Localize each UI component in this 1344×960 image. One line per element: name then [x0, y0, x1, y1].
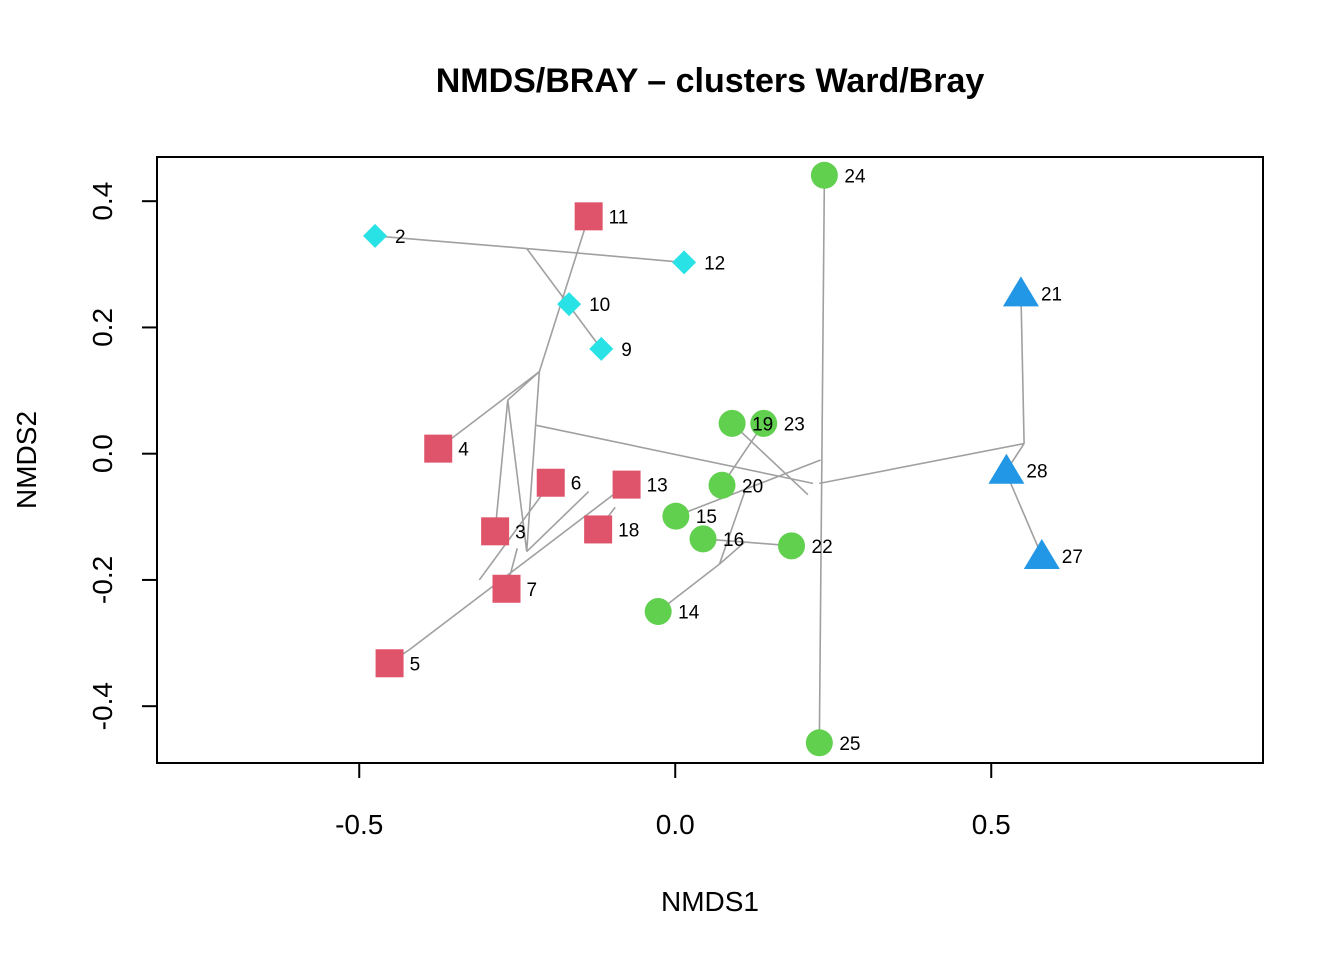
y-tick-label: 0.2	[87, 308, 118, 347]
y-tick-label: -0.2	[87, 556, 118, 604]
point-label-3: 3	[515, 522, 526, 543]
point-label-22: 22	[812, 537, 833, 558]
data-point-23	[750, 409, 778, 437]
data-point-21	[1002, 276, 1039, 307]
point-label-25: 25	[839, 734, 860, 755]
y-tick-label: 0.0	[87, 434, 118, 473]
dendrogram-segment	[675, 459, 821, 517]
data-point-24	[810, 161, 838, 189]
data-point-5	[375, 649, 404, 678]
y-tick-label: 0.4	[87, 182, 118, 221]
dendrogram-segment	[1020, 293, 1025, 444]
data-point-28	[988, 453, 1025, 484]
point-label-10: 10	[589, 295, 610, 316]
data-point-9	[589, 336, 614, 361]
data-point-22	[778, 532, 806, 560]
chart-title: NMDS/BRAY – clusters Ward/Bray	[436, 62, 985, 100]
dendrogram-segment	[507, 371, 540, 401]
data-point-18	[584, 515, 613, 544]
data-points	[363, 161, 1060, 757]
point-label-27: 27	[1062, 547, 1083, 568]
data-point-27	[1023, 538, 1060, 569]
dendrogram-segment	[538, 216, 590, 372]
dendrogram-segment	[374, 235, 527, 250]
dendrogram-segment	[494, 399, 509, 532]
x-axis: -0.5 0.0 0.5	[335, 762, 1011, 840]
dendrogram-segment	[506, 399, 528, 552]
dendrogram-segment	[819, 442, 1025, 485]
dendrogram-segment	[731, 422, 809, 496]
point-label-13: 13	[647, 476, 668, 497]
point-labels: 3456711131814151619202223242521272829101…	[395, 166, 1083, 754]
x-tick-label: 0.0	[656, 809, 695, 840]
dendrogram-segment	[525, 371, 541, 552]
point-label-16: 16	[723, 530, 744, 551]
point-label-19: 19	[752, 414, 773, 435]
data-point-3	[481, 517, 510, 546]
dendrogram-lines	[374, 175, 1043, 743]
data-point-11	[574, 202, 603, 231]
point-label-21: 21	[1041, 284, 1062, 305]
dendrogram-segment	[437, 370, 540, 450]
point-label-2: 2	[395, 227, 406, 248]
point-label-6: 6	[571, 474, 582, 495]
point-label-9: 9	[621, 340, 632, 361]
point-label-24: 24	[844, 166, 866, 187]
point-label-12: 12	[704, 253, 725, 274]
point-label-15: 15	[696, 507, 717, 528]
data-point-4	[424, 434, 453, 463]
y-axis: -0.4 -0.2 0.0 0.2 0.4	[87, 182, 158, 730]
dendrogram-segment	[718, 491, 746, 565]
dendrogram-segment	[718, 541, 746, 565]
point-label-20: 20	[742, 476, 763, 497]
x-tick-label: -0.5	[335, 809, 383, 840]
data-point-10	[557, 292, 582, 317]
data-point-14	[644, 598, 672, 625]
y-tick-label: -0.4	[87, 682, 118, 730]
data-point-13	[612, 470, 641, 499]
data-point-6	[536, 468, 565, 497]
point-label-4: 4	[458, 440, 469, 461]
x-tick-label: 0.5	[972, 809, 1011, 840]
data-point-15	[662, 502, 690, 530]
y-axis-title: NMDS2	[11, 411, 42, 509]
point-label-5: 5	[410, 654, 421, 675]
dendrogram-segment	[409, 483, 628, 651]
point-label-18: 18	[618, 520, 639, 541]
point-label-7: 7	[526, 580, 537, 601]
data-point-20	[708, 471, 736, 499]
dendrogram-segment	[1009, 481, 1043, 557]
dendrogram-segment	[536, 424, 814, 485]
dendrogram-segment	[818, 175, 826, 743]
point-label-14: 14	[678, 603, 700, 624]
dendrogram-segment	[526, 247, 685, 264]
dendrogram-segment	[526, 490, 590, 553]
data-point-19	[718, 409, 746, 437]
x-axis-title: NMDS1	[661, 886, 759, 917]
point-label-23: 23	[784, 414, 805, 435]
data-point-2	[363, 223, 388, 248]
data-point-7	[492, 574, 521, 603]
data-point-25	[805, 729, 833, 757]
point-label-28: 28	[1026, 462, 1047, 483]
plot-frame	[156, 156, 1264, 764]
data-point-12	[672, 250, 697, 275]
dendrogram-segment	[478, 482, 552, 581]
point-label-11: 11	[609, 207, 629, 228]
data-point-16	[689, 525, 717, 553]
